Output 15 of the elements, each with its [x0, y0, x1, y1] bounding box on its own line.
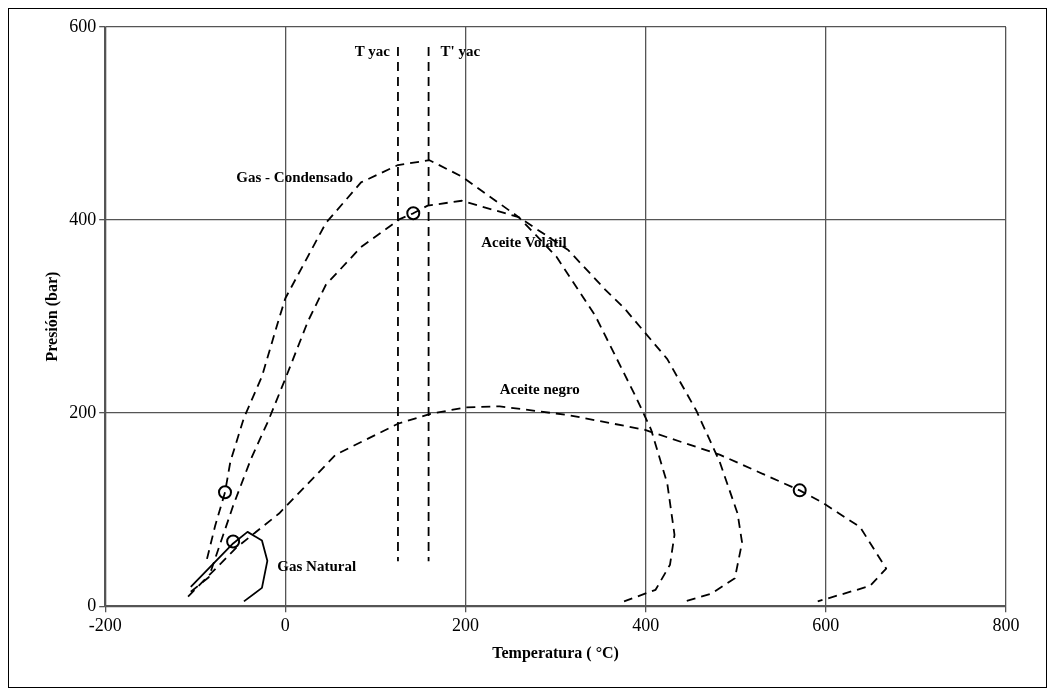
y-axis-title: Presión (bar) [42, 271, 61, 362]
x-tick-label: 600 [812, 614, 840, 635]
ref-line-label: T yac [354, 42, 391, 59]
series-label: Aceite negro [499, 381, 580, 398]
x-tick-label: 0 [280, 614, 290, 635]
x-tick-label: 400 [632, 614, 660, 635]
y-tick-label: 200 [69, 401, 97, 422]
series-label: Aceite Volátil [481, 233, 567, 250]
x-tick-label: -200 [88, 614, 122, 635]
x-tick-label: 200 [452, 614, 480, 635]
y-tick-label: 0 [87, 594, 97, 615]
x-tick-label: 800 [992, 614, 1020, 635]
y-tick-label: 400 [69, 208, 97, 229]
y-tick-label: 600 [69, 15, 97, 36]
x-axis-title: Temperatura ( °C) [492, 643, 619, 662]
